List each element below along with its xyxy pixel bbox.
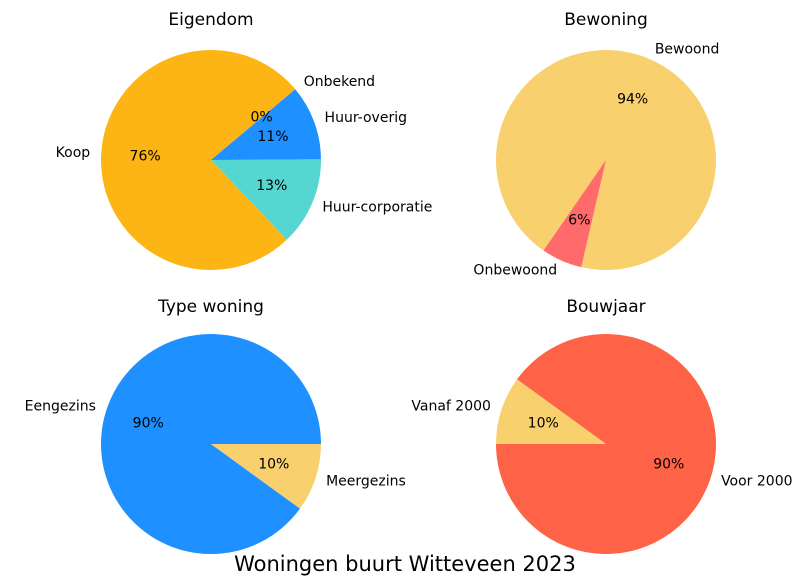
pie-title: Bewoning (564, 10, 648, 30)
slice-label: Bewoond (655, 41, 720, 57)
pie-slice (211, 159, 321, 240)
pie-slice (211, 444, 321, 509)
pie-title: Eigendom (168, 10, 253, 30)
slice-label: Onbekend (304, 74, 375, 90)
pie-slice (496, 379, 606, 444)
value-label: 10% (258, 456, 289, 472)
slice-label: Voor 2000 (721, 473, 792, 489)
pie-slice (100, 49, 296, 271)
value-label: 76% (130, 148, 161, 164)
pie-slice (543, 160, 606, 268)
value-label: 90% (653, 456, 684, 472)
slice-label: Meergezins (326, 473, 406, 489)
value-label: 13% (256, 178, 287, 194)
pie-slice (211, 89, 321, 160)
value-label: 0% (250, 110, 272, 126)
value-label: 94% (617, 92, 648, 108)
value-label: 11% (257, 129, 288, 145)
slice-label: Koop (56, 145, 91, 161)
slice-label: Onbewoond (473, 263, 557, 279)
value-label: 10% (528, 416, 559, 432)
slice-label: Huur-overig (325, 110, 407, 126)
slice-label: Vanaf 2000 (411, 399, 491, 415)
slice-label: Eengezins (25, 399, 96, 415)
pie-title: Bouwjaar (566, 297, 645, 317)
slice-label: Huur-corporatie (322, 199, 432, 215)
pie-slice (495, 49, 716, 270)
pie-title: Type woning (157, 297, 264, 317)
value-label: 6% (568, 212, 590, 228)
figure-title: Woningen buurt Witteveen 2023 (234, 552, 576, 576)
value-label: 90% (133, 416, 164, 432)
